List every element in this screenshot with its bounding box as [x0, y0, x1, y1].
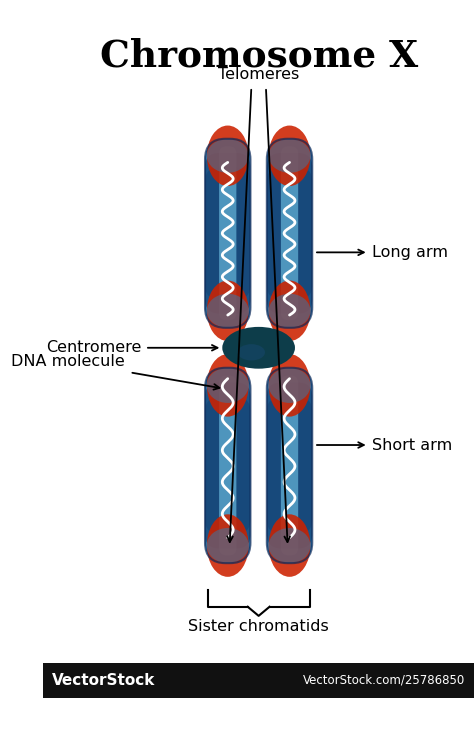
FancyBboxPatch shape	[219, 376, 237, 556]
FancyBboxPatch shape	[267, 368, 312, 563]
FancyBboxPatch shape	[281, 376, 298, 556]
FancyBboxPatch shape	[205, 397, 250, 534]
Ellipse shape	[269, 354, 310, 417]
FancyBboxPatch shape	[205, 368, 250, 563]
Ellipse shape	[207, 281, 249, 341]
Ellipse shape	[207, 515, 249, 577]
Ellipse shape	[222, 327, 295, 368]
Text: Long arm: Long arm	[372, 245, 448, 260]
FancyBboxPatch shape	[267, 153, 312, 314]
FancyBboxPatch shape	[219, 146, 237, 320]
Ellipse shape	[207, 528, 249, 563]
Text: Telomeres: Telomeres	[218, 67, 299, 82]
Ellipse shape	[269, 368, 310, 403]
Ellipse shape	[238, 344, 265, 360]
Ellipse shape	[207, 126, 249, 186]
Ellipse shape	[269, 281, 310, 341]
Text: VectorStock.com/25786850: VectorStock.com/25786850	[303, 674, 465, 687]
Bar	[43, 663, 474, 697]
FancyBboxPatch shape	[267, 397, 312, 534]
FancyBboxPatch shape	[267, 167, 312, 300]
Ellipse shape	[269, 139, 310, 173]
FancyBboxPatch shape	[205, 153, 250, 314]
Ellipse shape	[207, 354, 249, 417]
Text: Sister chromatids: Sister chromatids	[188, 619, 329, 635]
Text: DNA molecule: DNA molecule	[11, 354, 125, 368]
Ellipse shape	[269, 515, 310, 577]
Text: Chromosome X: Chromosome X	[100, 37, 418, 75]
Ellipse shape	[269, 528, 310, 563]
FancyBboxPatch shape	[267, 382, 312, 548]
Text: Short arm: Short arm	[372, 438, 453, 452]
Ellipse shape	[207, 368, 249, 403]
FancyBboxPatch shape	[205, 167, 250, 300]
Text: VectorStock: VectorStock	[52, 673, 156, 688]
FancyBboxPatch shape	[205, 139, 250, 327]
Ellipse shape	[269, 126, 310, 186]
Text: Centromere: Centromere	[46, 340, 141, 355]
FancyBboxPatch shape	[281, 146, 298, 320]
Ellipse shape	[269, 294, 310, 327]
FancyBboxPatch shape	[205, 382, 250, 548]
Ellipse shape	[207, 139, 249, 173]
FancyBboxPatch shape	[267, 139, 312, 327]
Ellipse shape	[207, 294, 249, 327]
